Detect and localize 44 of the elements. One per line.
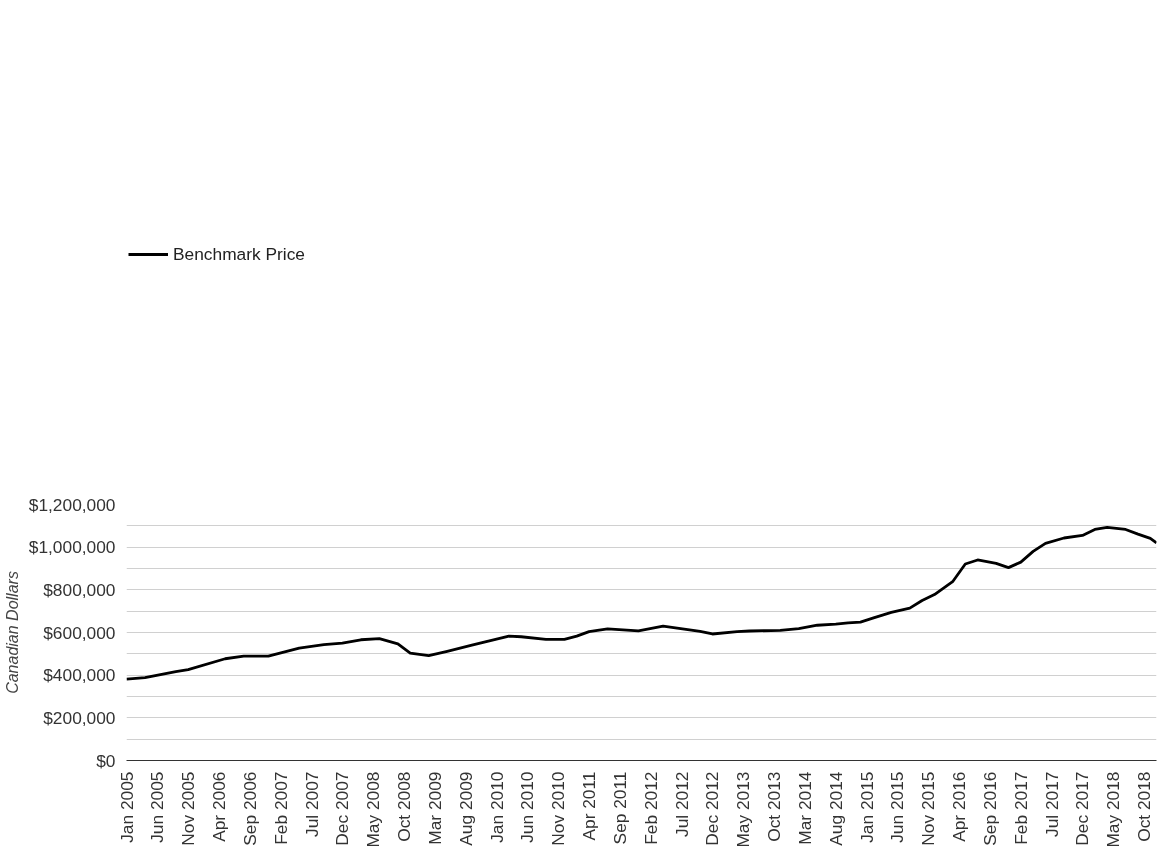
x-tick-label: Nov 2010 — [548, 771, 569, 846]
x-tick-label: Jul 2012 — [671, 771, 692, 838]
y-tick-label: $1,000,000 — [28, 537, 116, 558]
x-tick-label: Feb 2007 — [270, 771, 291, 845]
x-tick-label: Jun 2005 — [147, 771, 168, 843]
x-tick-label: May 2018 — [1103, 771, 1124, 848]
x-tick-label: May 2013 — [733, 771, 754, 848]
x-tick-label: Sep 2016 — [979, 771, 1000, 846]
x-tick-label: Apr 2011 — [579, 771, 600, 841]
x-tick-label: Nov 2005 — [178, 771, 199, 846]
x-tick-label: Mar 2009 — [424, 771, 445, 845]
x-tick-label: Sep 2006 — [239, 771, 260, 846]
x-tick-label: Oct 2013 — [764, 771, 785, 842]
y-tick-label: $200,000 — [43, 707, 116, 728]
x-tick-label: Dec 2012 — [702, 771, 723, 846]
y-tick-label: $800,000 — [43, 579, 116, 600]
y-tick-label: $400,000 — [43, 665, 116, 686]
x-tick-label: Apr 2016 — [949, 771, 970, 842]
x-tick-label: Aug 2009 — [455, 771, 476, 846]
y-tick-label: $1,200,000 — [28, 494, 116, 515]
line-series — [126, 525, 1157, 681]
legend-label: Benchmark Price — [173, 243, 305, 265]
x-tick-label: Jan 2015 — [856, 771, 877, 843]
x-tick-label: Aug 2014 — [825, 771, 846, 846]
x-tick-label: Jul 2007 — [301, 771, 322, 838]
x-tick-label: Apr 2006 — [209, 771, 230, 842]
x-tick-label: Jan 2010 — [486, 771, 507, 843]
x-tick-label: Jun 2015 — [887, 771, 908, 843]
x-tick-label: Jan 2005 — [116, 771, 137, 843]
x-tick-label: Dec 2007 — [332, 771, 353, 846]
x-tick-label: Nov 2015 — [918, 771, 939, 846]
x-tick-label: Oct 2008 — [394, 771, 415, 842]
y-tick-label: $600,000 — [43, 622, 116, 643]
x-tick-label: Sep 2011 — [609, 771, 630, 845]
x-tick-label: Oct 2018 — [1134, 771, 1155, 842]
x-tick-label: Feb 2017 — [1010, 771, 1031, 845]
x-tick-label: Dec 2017 — [1072, 771, 1093, 846]
y-tick-label: $0 — [96, 750, 116, 771]
x-tick-label: Mar 2014 — [794, 771, 815, 845]
x-tick-label: May 2008 — [363, 771, 384, 848]
x-tick-label: Jun 2010 — [517, 771, 538, 843]
x-tick-label: Feb 2012 — [640, 771, 661, 845]
y-axis-title: Canadian Dollars — [3, 571, 21, 694]
x-tick-label: Jul 2017 — [1041, 771, 1062, 838]
